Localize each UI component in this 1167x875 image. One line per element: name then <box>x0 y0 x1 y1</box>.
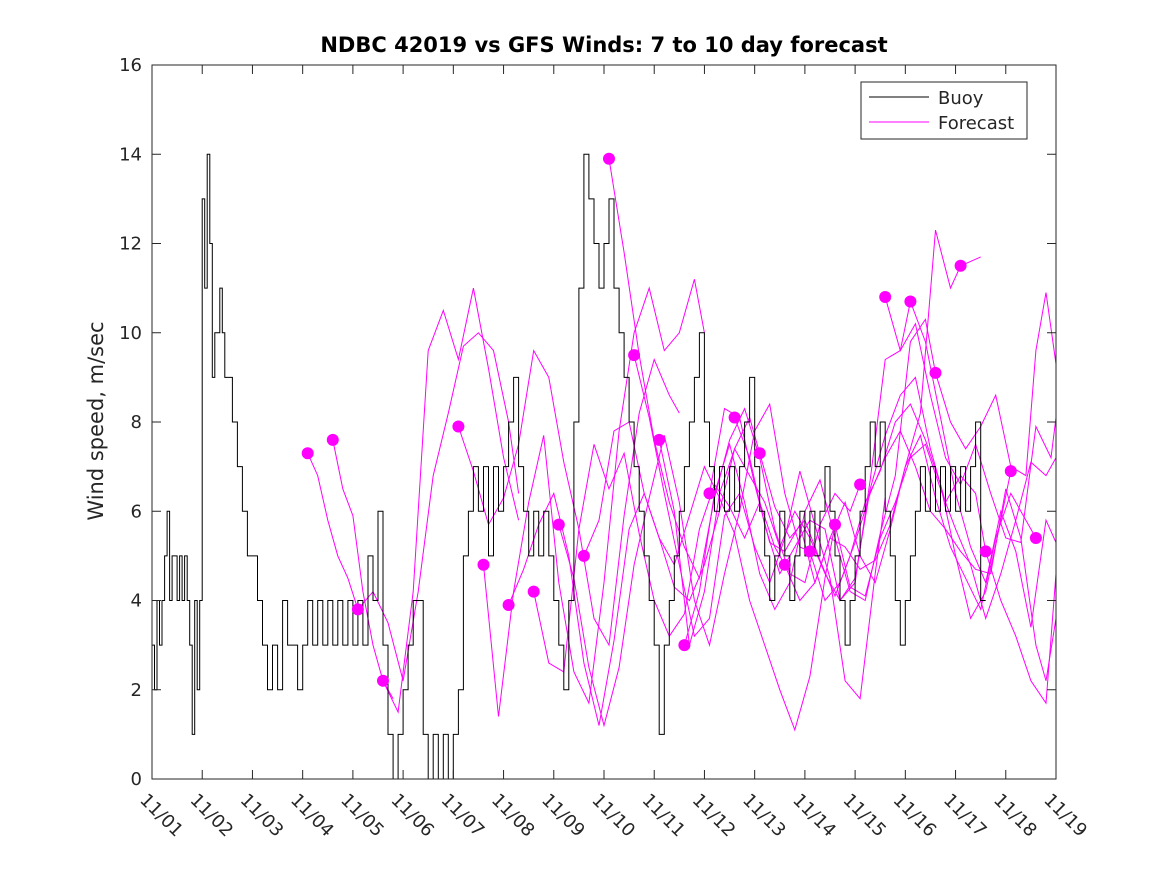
forecast-line-22 <box>909 301 1057 628</box>
forecast-line-16 <box>734 376 987 602</box>
x-tick-label: 11/04 <box>286 790 338 842</box>
x-tick-label: 11/19 <box>1039 790 1091 842</box>
x-tick-label: 11/14 <box>788 790 840 842</box>
x-tick-label: 11/01 <box>135 790 187 842</box>
forecast-line-20 <box>834 443 1057 621</box>
forecast-marker-7 <box>502 599 515 611</box>
forecast-marker-25 <box>954 259 967 272</box>
forecast-marker-22 <box>879 291 892 303</box>
forecast-marker-11 <box>603 152 615 165</box>
y-tick-label: 8 <box>131 412 142 433</box>
y-tick-label: 4 <box>131 591 142 612</box>
forecast-line-19 <box>809 429 1057 681</box>
y-tick-label: 2 <box>131 680 142 701</box>
forecast-marker-23 <box>904 295 917 308</box>
forecast-line-14 <box>683 318 936 646</box>
y-tick-label: 6 <box>131 501 142 522</box>
forecast-marker-10 <box>577 549 590 562</box>
x-tick-label: 11/15 <box>839 790 891 842</box>
forecast-line-4 <box>382 287 520 714</box>
plot-area <box>152 65 1056 779</box>
forecast-marker-15 <box>703 487 716 500</box>
forecast-marker-layer <box>301 152 1042 687</box>
x-tick-label: 11/08 <box>487 790 539 842</box>
forecast-marker-14 <box>678 639 691 652</box>
forecast-line-6 <box>483 279 705 717</box>
forecast-marker-3 <box>351 603 364 616</box>
x-tick-label: 11/12 <box>688 790 740 842</box>
forecast-marker-28 <box>1029 532 1042 544</box>
forecast-marker-24 <box>929 366 942 379</box>
y-tick-label: 12 <box>119 234 142 255</box>
x-tick-label: 11/10 <box>587 790 639 842</box>
forecast-marker-2 <box>326 433 339 446</box>
legend-box <box>860 81 1028 140</box>
forecast-line-23 <box>935 292 1057 477</box>
forecast-marker-17 <box>753 447 766 460</box>
forecast-line-8 <box>533 444 786 673</box>
x-tick-label: 11/02 <box>186 790 238 842</box>
forecast-line-1 <box>307 452 359 610</box>
forecast-line-5 <box>457 349 680 647</box>
buoy-line <box>152 153 986 780</box>
forecast-marker-12 <box>628 349 641 362</box>
x-tick-label: 11/16 <box>889 790 941 842</box>
forecast-marker-9 <box>552 518 565 531</box>
chart-title: NDBC 42019 vs GFS Winds: 7 to 10 day for… <box>320 33 887 57</box>
forecast-marker-21 <box>854 478 867 491</box>
forecast-marker-26 <box>979 545 992 558</box>
forecast-marker-20 <box>829 518 841 531</box>
forecast-line-12 <box>633 354 886 700</box>
x-tick-label: 11/07 <box>437 790 489 842</box>
forecast-line-7 <box>508 416 761 726</box>
legend-buoy-label: Buoy <box>938 88 984 109</box>
forecast-line-17 <box>759 403 1012 620</box>
forecast-marker-19 <box>803 545 816 558</box>
forecast-line-3 <box>357 332 520 681</box>
x-tick-label: 11/06 <box>387 790 439 842</box>
x-tick-label: 11/05 <box>336 790 388 842</box>
y-tick-label: 14 <box>119 144 142 165</box>
forecast-marker-18 <box>778 558 791 571</box>
forecast-marker-5 <box>452 420 465 433</box>
forecast-line-25 <box>985 551 1057 705</box>
forecast-marker-27 <box>1004 465 1017 478</box>
legend: Buoy Forecast <box>860 81 1028 140</box>
legend-forecast-label: Forecast <box>938 113 1014 134</box>
x-tick-label: 11/13 <box>738 790 790 842</box>
series-layer <box>152 153 1057 780</box>
x-tick-label: 11/09 <box>537 790 589 842</box>
y-tick-label: 0 <box>131 769 142 790</box>
y-axis-label: Wind speed, m/sec <box>84 321 108 520</box>
y-tick-label: 10 <box>119 323 142 344</box>
x-tick-label: 11/18 <box>989 790 1041 842</box>
forecast-marker-1 <box>301 447 314 460</box>
x-tick-label: 11/03 <box>236 790 288 842</box>
y-tick-label: 16 <box>119 55 142 76</box>
x-tick-label: 11/17 <box>939 790 991 842</box>
forecast-marker-6 <box>477 558 490 571</box>
x-tick-label: 11/11 <box>638 790 690 842</box>
forecast-marker-16 <box>728 411 741 424</box>
forecast-marker-4 <box>377 674 389 687</box>
forecast-line-13 <box>658 301 911 646</box>
forecast-marker-8 <box>527 585 540 598</box>
forecast-marker-13 <box>653 433 666 446</box>
